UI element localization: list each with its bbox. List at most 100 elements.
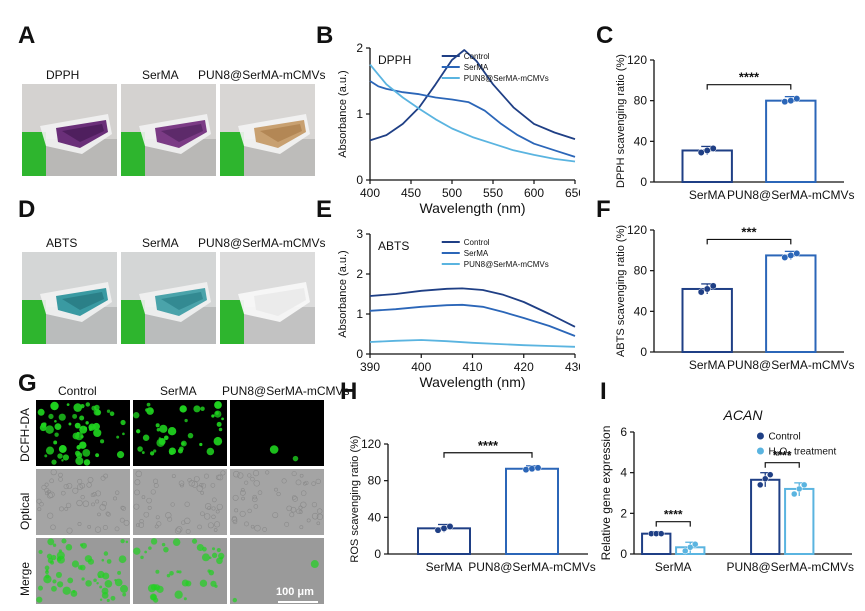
fluorescent-cell [45, 425, 54, 434]
optical-cell [286, 505, 292, 512]
optical-cell [87, 477, 94, 483]
data-point [787, 97, 795, 105]
panel-label-h: H [340, 378, 358, 405]
vial-photo-pun8-d [220, 252, 315, 344]
fluorescent-cell [199, 442, 203, 447]
fluorescent-cell [85, 421, 89, 425]
optical-image [230, 469, 324, 535]
x-tick-label: 600 [524, 186, 544, 200]
panel-label-i: I [600, 378, 607, 405]
optical-cell [250, 476, 255, 482]
merged-cell [153, 597, 159, 603]
optical-cell [134, 489, 140, 496]
data-point [709, 282, 717, 290]
optical-cell [299, 525, 304, 530]
x-category-label: SerMA [426, 560, 463, 574]
merged-cell [202, 546, 207, 552]
data-point [697, 149, 705, 156]
fluorescent-cell [54, 419, 57, 423]
optical-cell [252, 496, 258, 503]
optical-cell [197, 524, 202, 530]
optical-cell [213, 528, 218, 532]
merged-cell [81, 577, 85, 581]
optical-cell [250, 524, 255, 529]
fluorescent-cell [221, 417, 224, 421]
y-tick-label: 2 [356, 41, 363, 55]
x-category-label: PUN8@SerMA-mCMVs [727, 358, 855, 372]
fluorescent-cell [45, 446, 55, 455]
optical-cell [77, 521, 82, 526]
x-category-label: SerMA [689, 358, 726, 372]
optical-cell [316, 521, 321, 526]
optical-cell [300, 501, 307, 508]
merged-cell [114, 579, 117, 582]
merged-cell [210, 580, 217, 587]
y-tick-label: 0 [640, 345, 647, 359]
fluorescent-cell [153, 449, 157, 453]
fluorescent-cell [54, 432, 59, 437]
optical-cell [99, 504, 106, 511]
merged-cell [65, 544, 73, 551]
optical-cell [103, 473, 109, 479]
data-point [709, 145, 717, 152]
optical-cell [276, 491, 281, 497]
photo-label-abts: ABTS [46, 236, 78, 250]
photo-label-dpph: DPPH [46, 68, 80, 82]
series-line-0 [369, 49, 576, 142]
optical-cell [188, 480, 196, 487]
fluorescent-cell [133, 412, 140, 419]
y-tick-label: 40 [634, 304, 648, 318]
merged-cell [166, 573, 171, 578]
fluorescent-cell [66, 403, 70, 407]
optical-cell [147, 505, 152, 510]
data-point [781, 98, 789, 106]
y-axis-label: ROS scavenging ratio (%) [349, 435, 361, 562]
fluorescent-cell [85, 402, 91, 407]
merged-cell [172, 538, 181, 546]
fluorescent-cell [75, 432, 84, 441]
legend-label-2: PUN8@SerMA-mCMVs [464, 260, 549, 269]
optical-cell [281, 478, 287, 484]
y-tick-label: 6 [620, 425, 627, 439]
fluorescent-cell [218, 427, 223, 432]
chart-i-acan-expression: 0 2 4 6 Relative gene expression ACAN SerMA ***… [599, 407, 854, 574]
y-tick-label: 120 [361, 437, 381, 451]
optical-cell [217, 474, 224, 481]
optical-cell [165, 512, 172, 519]
optical-cell [82, 500, 90, 507]
optical-cell [185, 529, 191, 534]
micro-row-optical: Optical [18, 492, 32, 530]
optical-cell [64, 507, 69, 511]
optical-cell [257, 490, 263, 495]
legend-dot-1 [756, 447, 764, 455]
optical-cell [113, 496, 117, 501]
fluorescent-cell [58, 445, 67, 453]
merged-cell [47, 538, 55, 546]
bar-1 [765, 99, 817, 184]
panel-label-f: F [596, 196, 611, 223]
optical-cell [291, 495, 297, 500]
optical-cell [200, 483, 207, 489]
optical-cell [114, 490, 120, 495]
x-tick-label: 390 [360, 360, 380, 374]
inset-label: ABTS [378, 239, 409, 253]
optical-cell [58, 477, 63, 482]
optical-cell [136, 523, 140, 528]
merged-cell [52, 579, 57, 584]
optical-cell [141, 495, 146, 499]
data-point [781, 254, 789, 261]
optical-cell [247, 473, 252, 478]
fluorescent-cell [149, 451, 155, 456]
optical-cell [231, 516, 238, 523]
vial-photo-serma-d [121, 252, 216, 344]
optical-cell [211, 506, 216, 511]
significance-bracket [655, 521, 691, 527]
optical-cell [315, 478, 321, 485]
optical-cell [76, 484, 83, 491]
optical-cell [306, 518, 311, 523]
merged-cell [104, 579, 113, 588]
merged-cell [183, 597, 187, 601]
fluorescent-cell [93, 428, 102, 438]
optical-cell [252, 494, 257, 500]
